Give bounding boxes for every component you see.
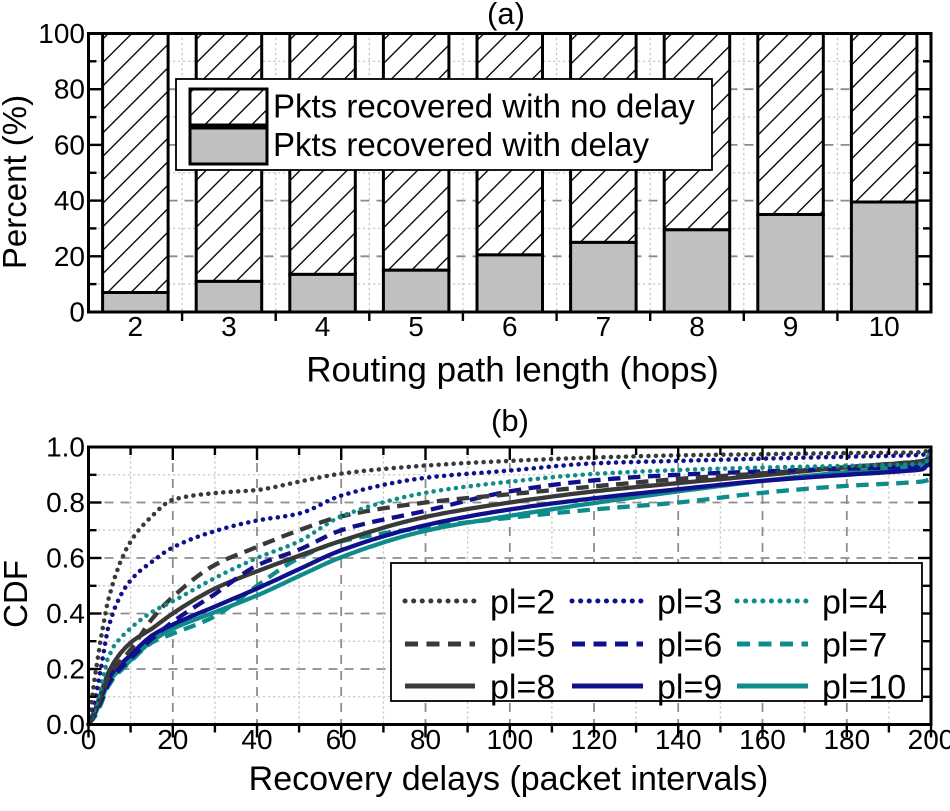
svg-text:0: 0	[69, 297, 85, 328]
svg-text:pl=3: pl=3	[657, 584, 722, 622]
svg-text:200: 200	[908, 724, 950, 755]
svg-text:pl=4: pl=4	[822, 584, 887, 622]
svg-text:0.8: 0.8	[46, 487, 85, 518]
svg-text:Recovery delays (packet interv: Recovery delays (packet intervals)	[249, 760, 769, 798]
svg-text:(b): (b)	[491, 403, 529, 438]
svg-text:40: 40	[54, 185, 85, 216]
svg-text:pl=8: pl=8	[490, 669, 555, 707]
svg-text:60: 60	[54, 129, 85, 160]
svg-text:100: 100	[486, 724, 533, 755]
svg-text:5: 5	[408, 311, 424, 342]
svg-text:80: 80	[54, 74, 85, 105]
svg-text:3: 3	[221, 311, 237, 342]
svg-text:1.0: 1.0	[46, 432, 85, 463]
svg-text:8: 8	[689, 311, 705, 342]
svg-text:pl=2: pl=2	[490, 584, 555, 622]
svg-text:Percent (%): Percent (%)	[0, 95, 33, 269]
svg-text:Pkts recovered with no delay: Pkts recovered with no delay	[273, 88, 695, 125]
svg-text:CDF: CDF	[0, 560, 34, 628]
svg-text:Routing path length (hops): Routing path length (hops)	[306, 351, 719, 390]
svg-text:4: 4	[315, 311, 331, 342]
svg-text:7: 7	[596, 311, 612, 342]
svg-text:pl=5: pl=5	[490, 627, 555, 665]
svg-text:80: 80	[410, 724, 441, 755]
svg-text:20: 20	[54, 241, 85, 272]
svg-text:pl=7: pl=7	[822, 627, 887, 665]
svg-text:0.2: 0.2	[46, 654, 85, 685]
svg-text:9: 9	[783, 311, 799, 342]
svg-text:0.0: 0.0	[46, 709, 85, 740]
svg-text:40: 40	[241, 724, 272, 755]
svg-text:60: 60	[326, 724, 357, 755]
svg-text:pl=6: pl=6	[657, 627, 722, 665]
svg-text:20: 20	[157, 724, 188, 755]
svg-text:Pkts recovered with delay: Pkts recovered with delay	[273, 126, 650, 163]
svg-text:(a): (a)	[487, 0, 525, 31]
svg-text:140: 140	[655, 724, 702, 755]
svg-text:10: 10	[869, 311, 900, 342]
svg-text:2: 2	[128, 311, 144, 342]
svg-text:100: 100	[38, 18, 85, 49]
svg-text:180: 180	[823, 724, 870, 755]
svg-text:0: 0	[81, 724, 97, 755]
svg-text:120: 120	[571, 724, 618, 755]
svg-text:160: 160	[739, 724, 786, 755]
svg-text:pl=9: pl=9	[657, 669, 722, 707]
svg-text:pl=10: pl=10	[822, 669, 906, 707]
svg-text:6: 6	[502, 311, 518, 342]
svg-text:0.4: 0.4	[46, 598, 85, 629]
svg-text:0.6: 0.6	[46, 543, 85, 574]
